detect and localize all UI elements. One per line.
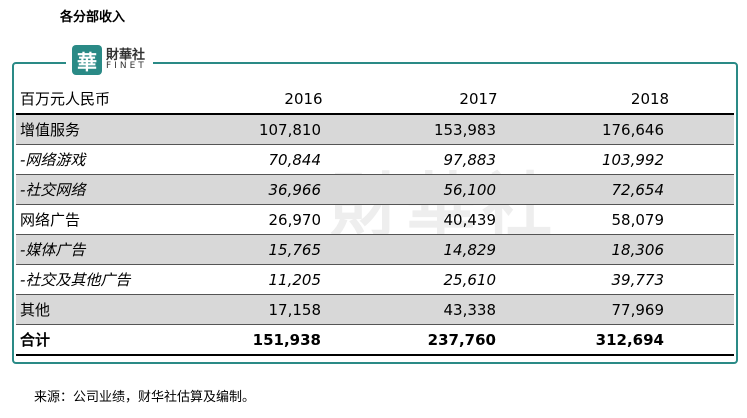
value-cell: 17,158 — [216, 294, 391, 325]
value-cell: 70,844 — [216, 144, 391, 175]
value-cell: 72,654 — [566, 174, 734, 205]
label-cell: -网络游戏 — [16, 144, 216, 175]
label-cell: 其他 — [16, 294, 216, 325]
header-cell: 2017 — [391, 84, 566, 115]
header-cell: 百万元人民币 — [16, 84, 216, 115]
table-row: 其他 17,158 43,338 77,969 — [16, 294, 734, 325]
revenue-table: 百万元人民币 2016 2017 2018 增值服务 107,810 153,983 176… — [16, 84, 734, 356]
value-cell: 176,646 — [566, 113, 734, 145]
logo-name: 財華社 — [106, 48, 146, 63]
title: 各分部收入 — [60, 10, 126, 25]
value-cell: 36,966 — [216, 174, 391, 205]
header-row: 百万元人民币 2016 2017 2018 — [16, 84, 734, 115]
value-cell: 312,694 — [566, 324, 734, 356]
table-row: -社交及其他广告 11,205 25,610 39,773 — [16, 264, 734, 295]
source-note: 来源：公司业绩，财华社估算及编制。 — [34, 390, 256, 405]
value-cell: 11,205 — [216, 264, 391, 295]
value-cell: 40,439 — [391, 204, 566, 235]
label-cell: -社交网络 — [16, 174, 216, 205]
label-cell: 网络广告 — [16, 204, 216, 235]
table-frame — [12, 62, 738, 364]
value-cell: 43,338 — [391, 294, 566, 325]
table-row: 网络广告 26,970 40,439 58,079 — [16, 204, 734, 235]
logo-sub: FINET — [106, 61, 147, 71]
value-cell: 237,760 — [391, 324, 566, 356]
value-cell: 153,983 — [391, 113, 566, 145]
value-cell: 107,810 — [216, 113, 391, 145]
table-header: 百万元人民币 2016 2017 2018 — [16, 84, 734, 115]
label-cell: 合计 — [16, 324, 216, 356]
logo: 華 財華社 FINET — [66, 44, 153, 76]
value-cell: 39,773 — [566, 264, 734, 295]
value-cell: 26,970 — [216, 204, 391, 235]
logo-icon: 華 — [72, 45, 102, 75]
logo-text: 財華社 FINET — [106, 49, 147, 71]
value-cell: 14,829 — [391, 234, 566, 265]
value-cell: 15,765 — [216, 234, 391, 265]
header-cell: 2016 — [216, 84, 391, 115]
table-row: -社交网络 36,966 56,100 72,654 — [16, 174, 734, 205]
header-cell: 2018 — [566, 84, 734, 115]
value-cell: 103,992 — [566, 144, 734, 175]
value-cell: 18,306 — [566, 234, 734, 265]
value-cell: 77,969 — [566, 294, 734, 325]
value-cell: 56,100 — [391, 174, 566, 205]
value-cell: 25,610 — [391, 264, 566, 295]
value-cell: 58,079 — [566, 204, 734, 235]
label-cell: 增值服务 — [16, 113, 216, 145]
value-cell: 151,938 — [216, 324, 391, 356]
table-row: -网络游戏 70,844 97,883 103,992 — [16, 144, 734, 175]
table-body: 增值服务 107,810 153,983 176,646 -网络游戏 70,844 97,8… — [16, 113, 734, 356]
value-cell: 97,883 — [391, 144, 566, 175]
label-cell: -媒体广告 — [16, 234, 216, 265]
table-row: -媒体广告 15,765 14,829 18,306 — [16, 234, 734, 265]
table-row: 合计 151,938 237,760 312,694 — [16, 324, 734, 356]
table-row: 增值服务 107,810 153,983 176,646 — [16, 113, 734, 145]
label-cell: -社交及其他广告 — [16, 264, 216, 295]
